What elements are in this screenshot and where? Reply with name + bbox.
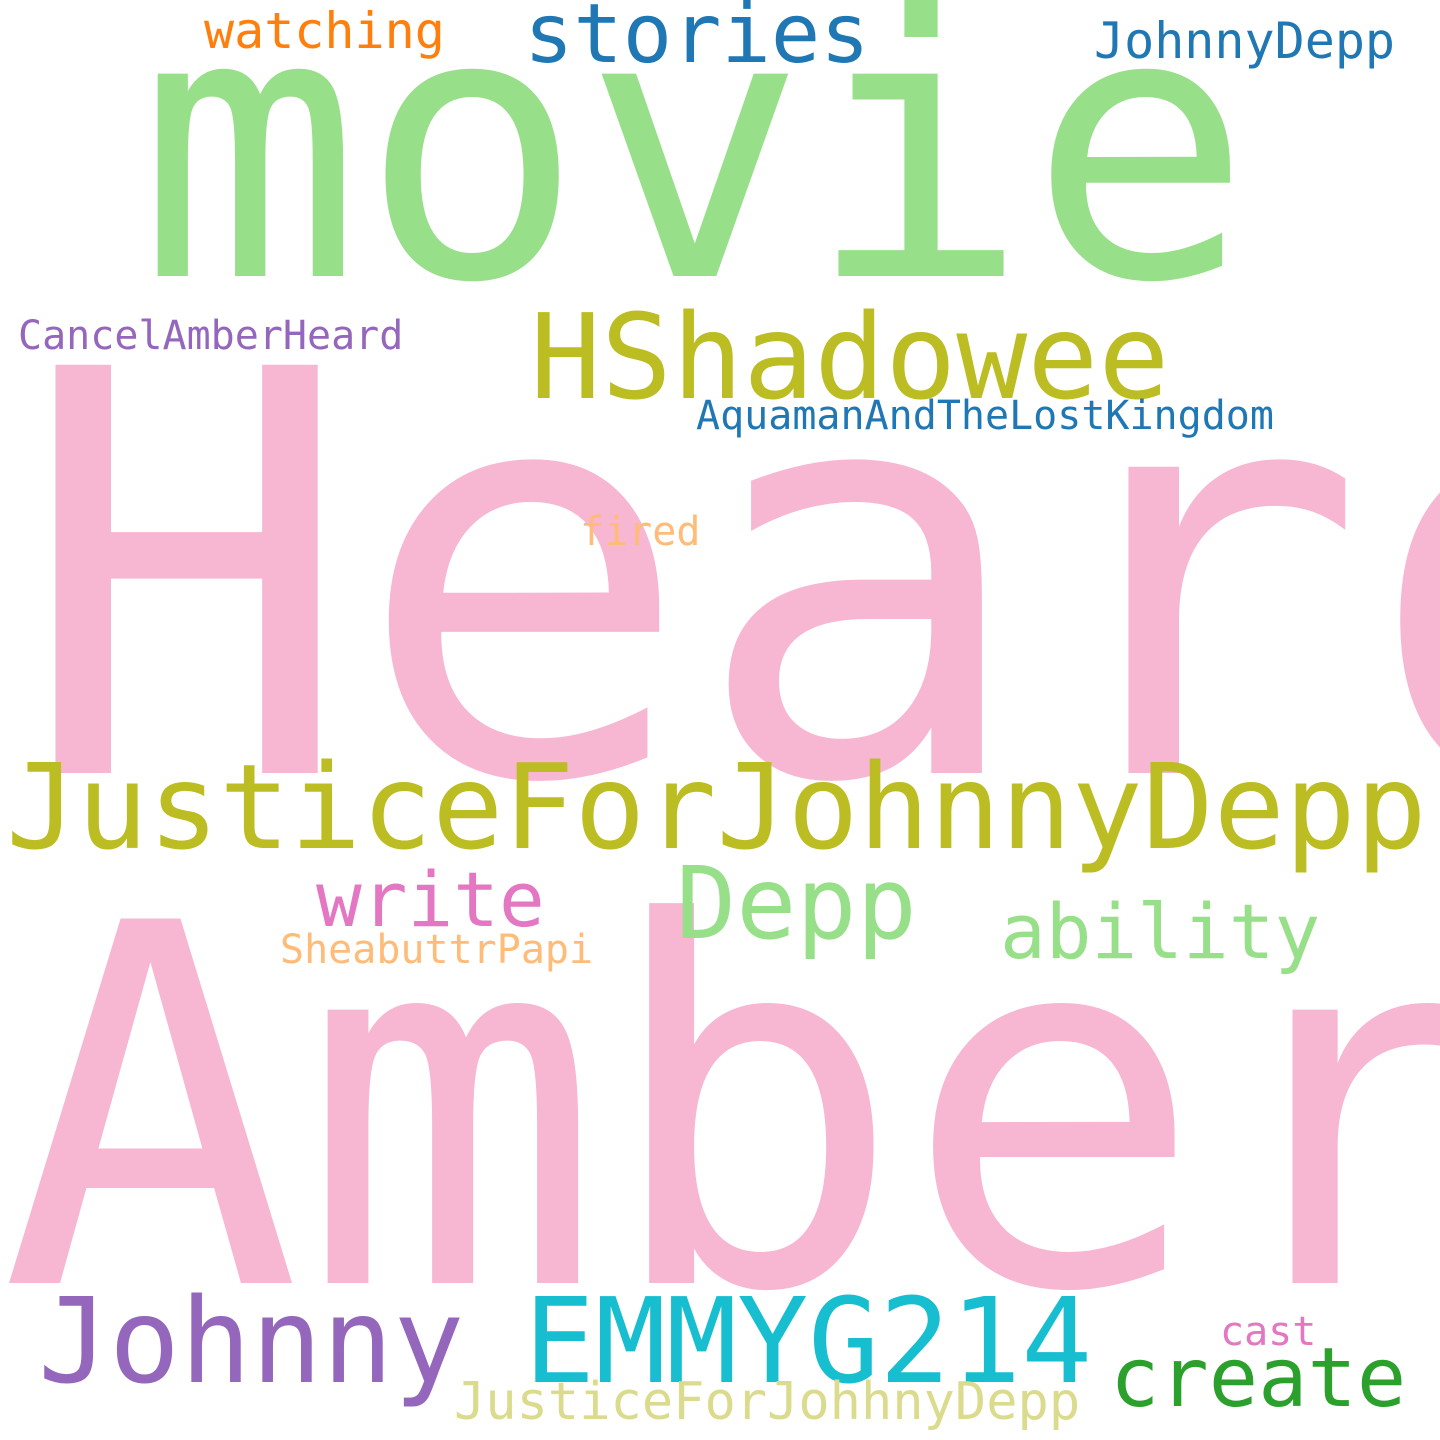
word-create: create	[1110, 1331, 1407, 1426]
word-aquamanandthelostkingdom: AquamanAndTheLostKingdom	[696, 393, 1274, 439]
word-sheabuttrpapi: SheabuttrPapi	[280, 927, 594, 973]
word-johnny: Johnny	[38, 1272, 465, 1410]
word-cancelamberheard: CancelAmberHeard	[18, 313, 404, 359]
word-fired: fired	[580, 509, 701, 555]
word-heard: Heard	[18, 254, 1440, 906]
word-depp: Depp	[676, 845, 917, 962]
word-movie: movie	[138, 0, 1252, 364]
word-hshadowee: HShadowee	[530, 288, 1170, 426]
word-stories: stories	[524, 0, 870, 82]
word-cast: cast	[1220, 1309, 1317, 1355]
word-justiceforjohnnydepp: JusticeForJohnnyDepp	[6, 738, 1427, 876]
word-amber: Amber	[0, 819, 1440, 1401]
word-emmyg214: EMMYG214	[524, 1272, 1093, 1410]
word-justiceforjohhnydepp: JusticeForJohhnyDepp	[454, 1372, 1081, 1432]
word-ability: ability	[1000, 887, 1321, 976]
word-johnnydepp: JohnnyDepp	[1094, 12, 1396, 70]
word-write: write	[316, 855, 545, 944]
word-watching: watching	[204, 2, 445, 60]
